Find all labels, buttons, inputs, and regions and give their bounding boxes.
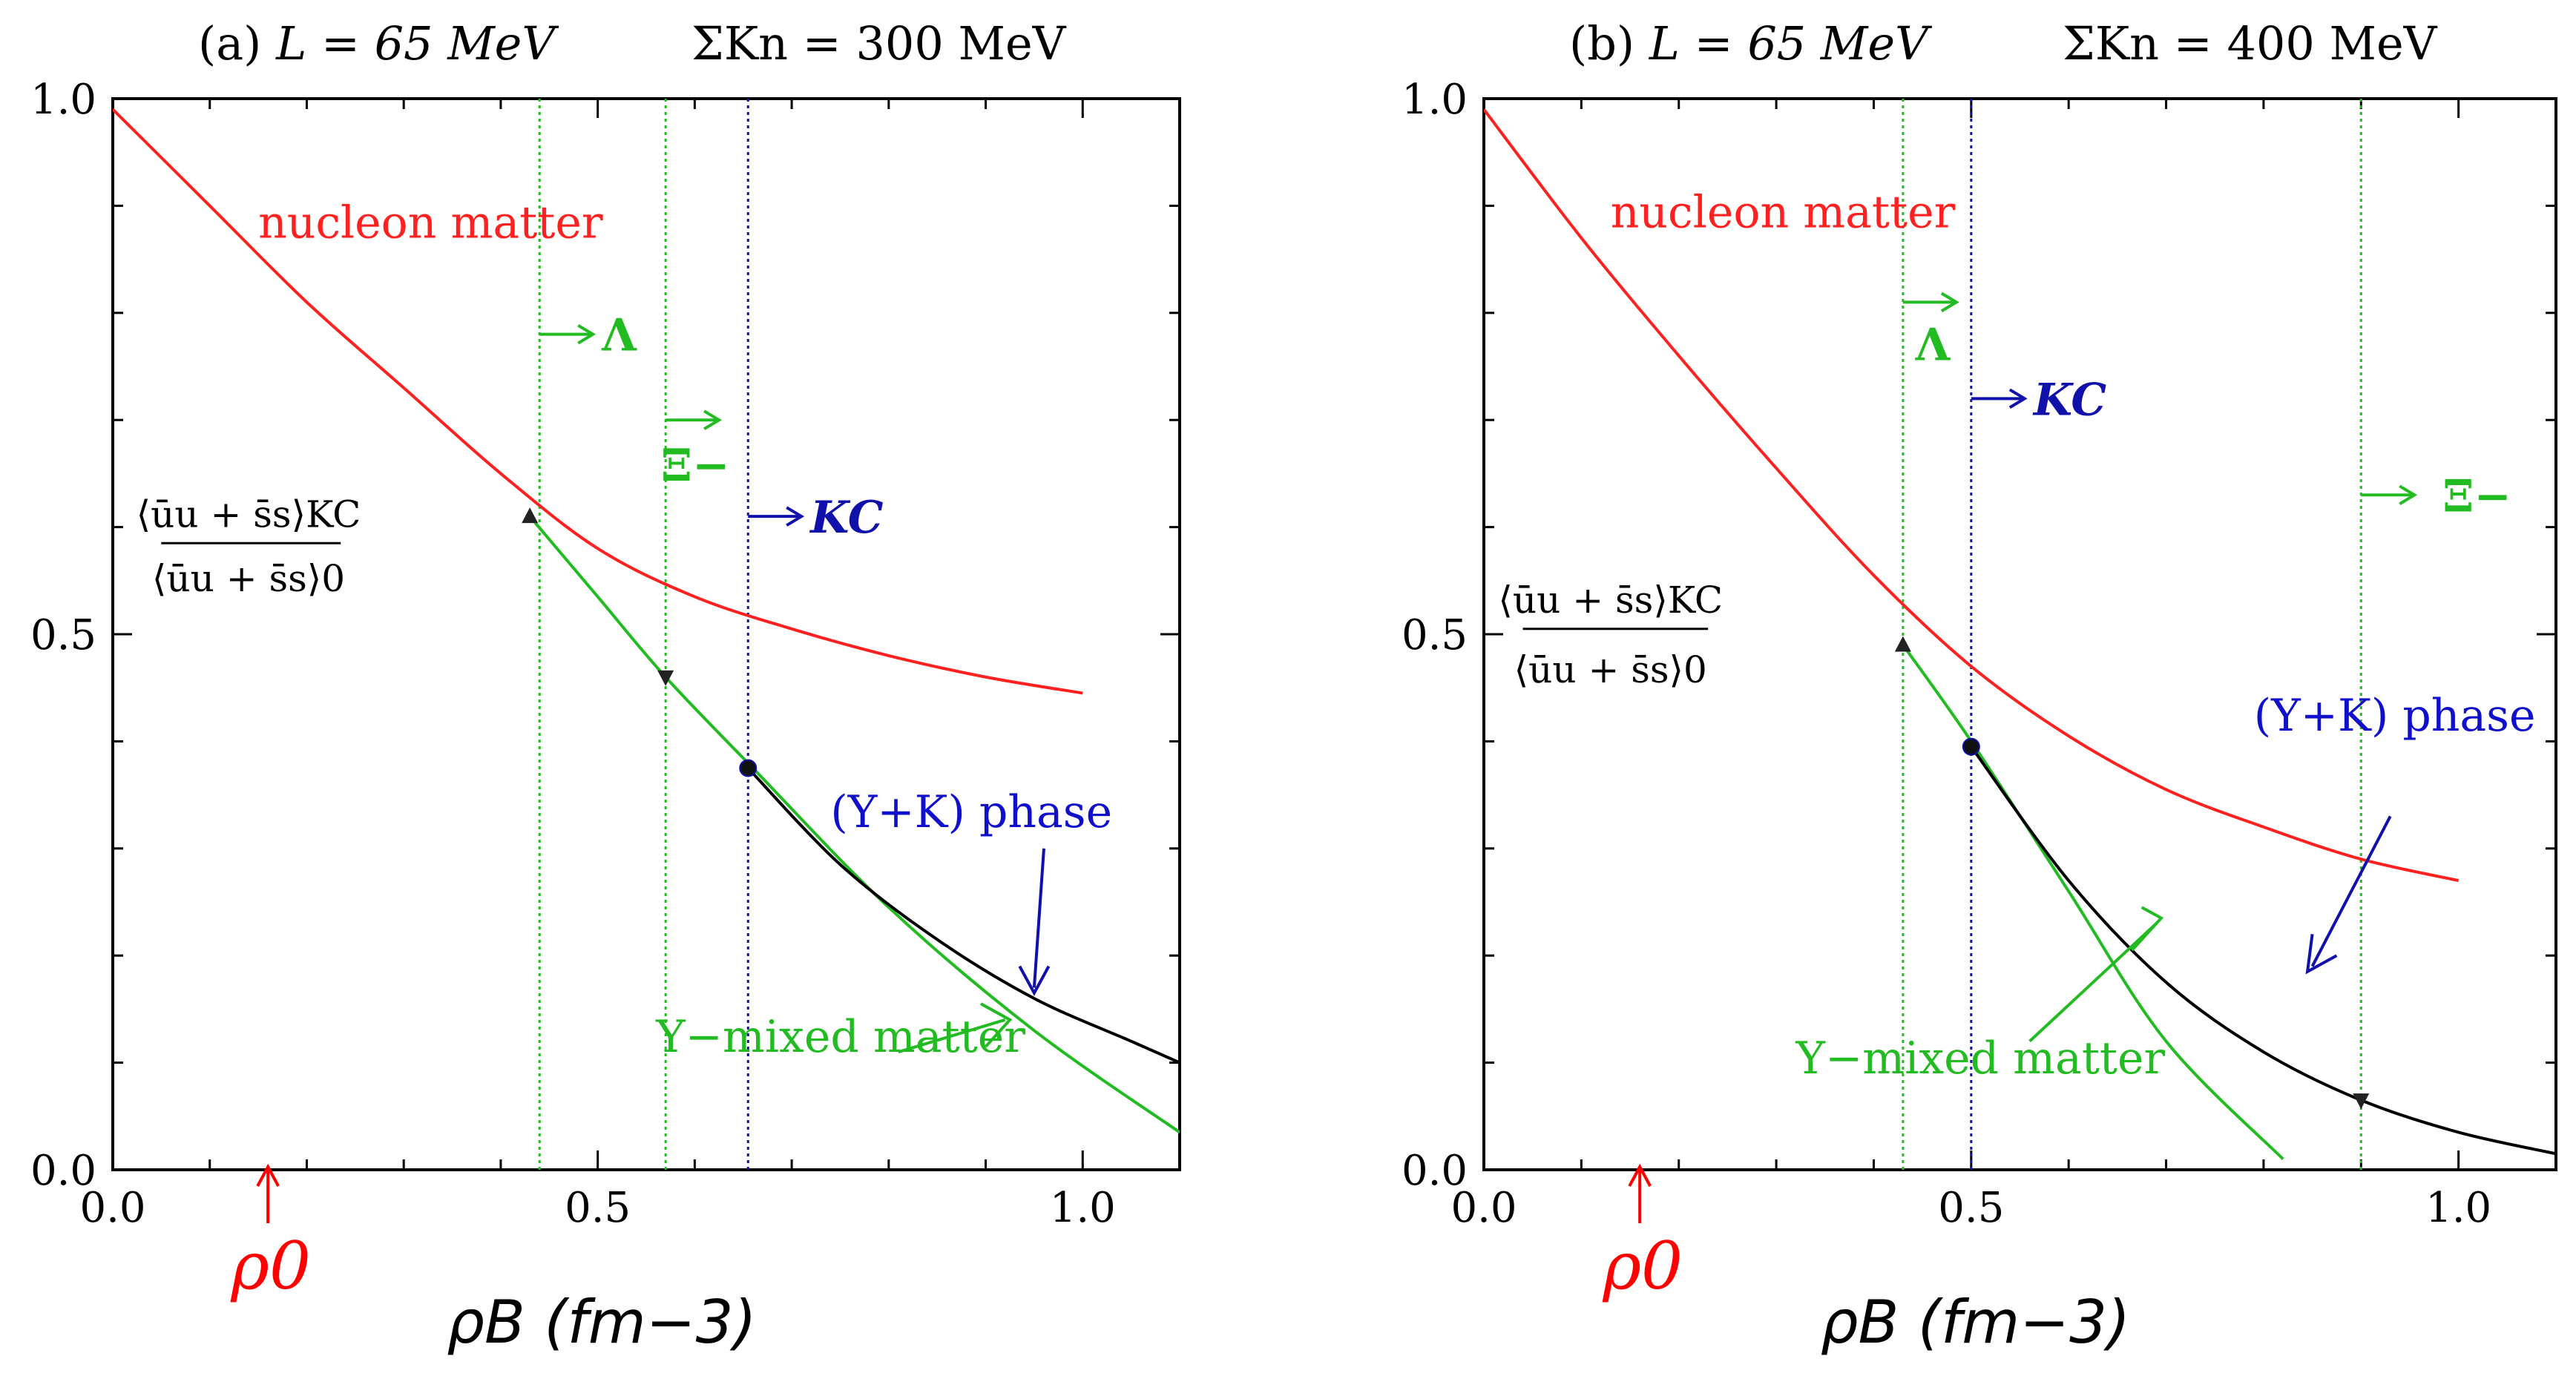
x-tick-label: 0.0 <box>1450 1184 1517 1232</box>
threshold-label: Ξ− <box>2442 470 2511 522</box>
threshold-arrowhead <box>2399 484 2418 505</box>
ratio-denominator: ⟨ūu + s̄s⟩0 <box>152 557 345 600</box>
panel-a: 0.0 0.5 1.0 0.0 0.5 1.0 (a) L = 65 MeV ΣKn = 30… <box>30 16 1181 1357</box>
xi-onset-marker <box>657 670 674 686</box>
title-sigma: ΣKn = 400 MeV <box>2063 16 2438 70</box>
nucleon-matter-label: nucleon matter <box>258 197 603 249</box>
rho0-arrowhead <box>1628 1163 1652 1187</box>
plot-frame <box>111 97 1181 1171</box>
plot-frame <box>1482 97 2557 1171</box>
series-line-0 <box>1484 108 2460 883</box>
kc-onset-marker <box>1962 737 1980 756</box>
y-tick-label: 1.0 <box>30 76 96 124</box>
series-line-0 <box>113 108 1083 695</box>
x-axis-label: ρB (fm−3) <box>447 1288 757 1357</box>
plot-area <box>113 99 1180 1170</box>
chart-title-sigma: ΣKn = 300 MeV <box>691 16 1067 70</box>
rho0-label: ρ0 <box>1602 1228 1683 1304</box>
threshold-arrowhead <box>786 506 805 527</box>
ymixed-pointer-head <box>980 1002 1013 1048</box>
y-tick-label: 0.0 <box>30 1147 96 1195</box>
plot-area <box>1484 99 2556 1170</box>
ratio-denominator: ⟨ūu + s̄s⟩0 <box>1514 648 1707 691</box>
yk-pointer <box>2310 815 2392 967</box>
title-sigma: ΣKn = 300 MeV <box>691 16 1067 70</box>
ymixed-pointer-head <box>2131 906 2164 952</box>
chart-title-sigma: ΣKn = 400 MeV <box>2063 16 2438 70</box>
title-panel-label: (b) <box>1569 16 1649 70</box>
ymixed-pointer <box>2028 922 2158 1043</box>
y-tick-label: 0.0 <box>1402 1147 1468 1195</box>
kc-onset-marker <box>739 759 758 777</box>
yk-phase-label: (Y+K) phase <box>2254 690 2536 742</box>
series-line-2 <box>746 767 1180 1064</box>
threshold-label: KC <box>809 492 884 544</box>
y-mixed-label: Y−mixed matter <box>1795 1033 2165 1084</box>
yk-pointer-head <box>1018 965 1051 996</box>
yk-pointer-head <box>2305 934 2338 975</box>
y-mixed-label: Y−mixed matter <box>655 1011 1025 1063</box>
x-tick-label: 0.5 <box>1938 1184 2004 1232</box>
ymixed-pointer <box>898 1018 1006 1054</box>
y-tick-label: 1.0 <box>1402 76 1468 124</box>
panel-b: 0.0 0.5 1.0 0.0 0.5 1.0 (b) L = 65 MeV ΣKn = 40… <box>1402 16 2557 1357</box>
threshold-label: Ξ− <box>661 440 730 492</box>
nucleon-matter-label: nucleon matter <box>1611 186 1956 238</box>
chart-title: (a) L = 65 MeV <box>198 16 559 70</box>
yk-pointer <box>1032 848 1045 988</box>
threshold-label: KC <box>2032 374 2107 426</box>
y-tick-label: 0.5 <box>1402 611 1468 659</box>
yk-phase-label: (Y+K) phase <box>830 786 1112 838</box>
series-line-2 <box>1970 745 2556 1156</box>
x-tick-label: 0.5 <box>565 1184 631 1232</box>
title-panel-label: (a) <box>198 16 276 70</box>
ratio-numerator: ⟨ūu + s̄s⟩KC <box>1498 579 1723 622</box>
title-L: L = 65 MeV <box>275 16 559 70</box>
lambda-onset-marker <box>1894 636 1911 652</box>
series-line-1 <box>528 515 1180 1134</box>
series-line-1 <box>1902 644 2284 1160</box>
threshold-arrowhead <box>2008 388 2028 409</box>
threshold-label: Λ <box>601 310 637 362</box>
lambda-onset-marker <box>522 507 539 524</box>
xi-onset-marker <box>2353 1093 2370 1110</box>
threshold-label: Λ <box>1915 319 1951 371</box>
ratio-numerator: ⟨ūu + s̄s⟩KC <box>137 493 361 536</box>
x-tick-label: 1.0 <box>1050 1184 1116 1232</box>
y-tick-label: 0.5 <box>30 611 96 659</box>
threshold-arrowhead <box>1940 292 1959 313</box>
threshold-arrowhead <box>577 323 597 345</box>
rho0-label: ρ0 <box>230 1228 311 1304</box>
x-axis-label: ρB (fm−3) <box>1821 1288 2131 1357</box>
threshold-arrowhead <box>703 409 723 430</box>
x-tick-label: 1.0 <box>2425 1184 2491 1232</box>
x-tick-label: 0.0 <box>79 1184 145 1232</box>
chart-title: (b) L = 65 MeV <box>1569 16 1933 70</box>
rho0-arrowhead <box>256 1163 280 1187</box>
title-L: L = 65 MeV <box>1649 16 1933 70</box>
